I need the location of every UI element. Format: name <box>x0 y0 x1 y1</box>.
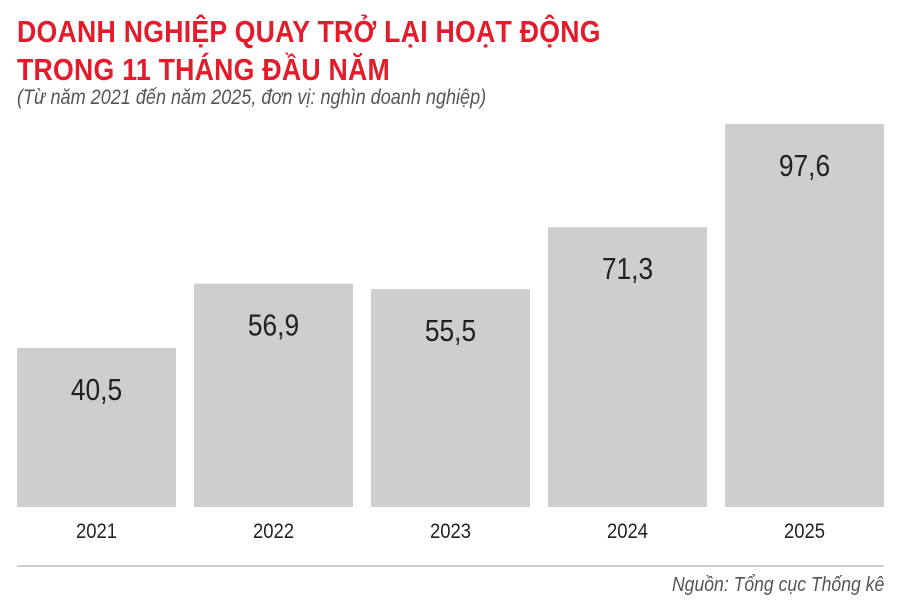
chart-title-line1: DOANH NGHIỆP QUAY TRỞ LẠI HOẠT ĐỘNG <box>17 14 601 49</box>
value-label: 56,9 <box>248 309 299 343</box>
divider <box>17 565 884 567</box>
source-note: Nguồn: Tổng cục Thống kê <box>671 574 884 596</box>
value-label: 40,5 <box>71 373 122 407</box>
bar-2025 <box>725 124 884 507</box>
bar-2023 <box>371 289 530 507</box>
chart-subtitle: (Từ năm 2021 đến năm 2025, đơn vị: nghìn… <box>17 86 487 109</box>
x-tick-label: 2024 <box>607 520 648 543</box>
x-tick-label: 2022 <box>253 520 294 543</box>
value-label: 97,6 <box>779 149 830 183</box>
x-tick-label: 2025 <box>784 520 825 543</box>
value-label: 55,5 <box>425 314 476 348</box>
bar-2024 <box>548 227 707 508</box>
chart-title-line2: TRONG 11 THÁNG ĐẦU NĂM <box>17 52 391 87</box>
bar-2021 <box>17 348 176 507</box>
bar-2022 <box>194 283 353 507</box>
value-label: 71,3 <box>602 252 653 286</box>
x-tick-label: 2021 <box>76 520 117 543</box>
x-tick-label: 2023 <box>430 520 471 543</box>
